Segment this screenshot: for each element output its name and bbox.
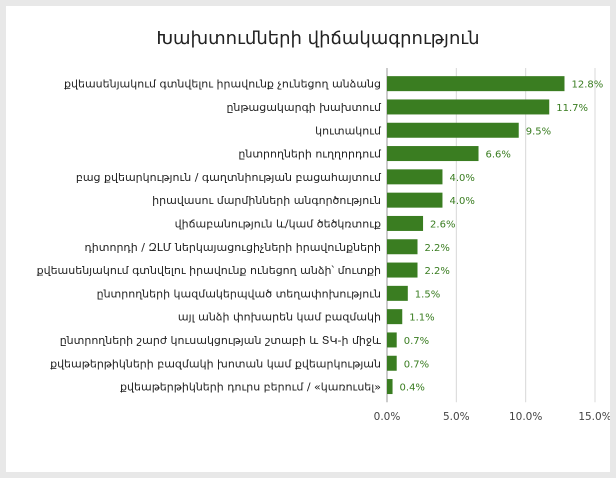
bar [387, 76, 565, 92]
value-label: 6.6% [486, 150, 511, 161]
bar [387, 146, 479, 162]
category-label: քվեասենյակում գտնվելու իրավունք ունեցող … [37, 264, 381, 277]
chart-card: Խախտումների վիճակագրություն քվեասենյակու… [6, 6, 610, 472]
category-label: բաց քվեարկություն / գաղտնիության բացահայ… [76, 171, 382, 184]
value-label: 11.7% [556, 103, 588, 114]
category-label: քվեասենյակում գտնվելու իրավունք չունեցող… [64, 78, 381, 91]
value-label: 1.5% [415, 289, 440, 300]
bar [387, 99, 550, 115]
category-label: ընտրողների կազմակերպված տեղափոխություն [97, 287, 381, 300]
bar [387, 379, 393, 395]
value-label: 2.6% [430, 219, 455, 230]
x-tick-label: 10.0% [509, 411, 542, 423]
category-label: իրավասու մարմինների անգործություն [152, 194, 381, 207]
x-tick-label: 0.0% [374, 411, 401, 423]
x-axis-ticks: 0.0% 5.0% 10.0% 15.0% [374, 411, 610, 423]
value-label: 12.8% [571, 80, 603, 91]
bar [387, 355, 397, 371]
bar [387, 239, 418, 255]
bar [387, 285, 408, 301]
value-label: 2.2% [425, 266, 450, 277]
value-label: 9.5% [526, 126, 551, 137]
bar [387, 122, 519, 138]
value-label: 0.4% [400, 383, 425, 394]
gridlines [386, 68, 596, 403]
category-label: վիճաբանություն և/կամ ծեծկռտուք [175, 217, 381, 230]
category-labels: քվեասենյակում գտնվելու իրավունք չունեցող… [37, 78, 382, 394]
bar [387, 309, 403, 325]
bar [387, 192, 443, 208]
category-label: քվեաթերթիկների դուրս բերում / «կառուսել» [120, 381, 381, 394]
value-label: 0.7% [404, 359, 429, 370]
x-tick-label: 15.0% [578, 411, 610, 423]
value-labels: 12.8% 11.7% 9.5% 6.6% 4.0% 4.0% 2.6% 2.2% 2.2% 1.… [400, 80, 604, 394]
bar [387, 215, 424, 231]
category-label: այլ անձի փոխարեն կամ բազմակի [178, 311, 381, 324]
value-label: 0.7% [404, 336, 429, 347]
category-label: դիտորդի / ԶԼՄ ներկայացուցիչների իրավունք… [85, 241, 382, 254]
bar [387, 169, 443, 185]
category-label: ընթացակարգի խախտում [226, 101, 382, 114]
x-tick-label: 5.0% [443, 411, 470, 423]
bar-chart: Խախտումների վիճակագրություն քվեասենյակու… [37, 28, 610, 423]
value-label: 1.1% [409, 313, 434, 324]
bar [387, 262, 418, 278]
bar [387, 332, 397, 348]
value-label: 4.0% [449, 173, 474, 184]
bars [387, 76, 565, 395]
category-label: ընտրողների շարժ կուսակցության շտաբի և ՏԿ… [60, 334, 381, 347]
value-label: 4.0% [449, 196, 474, 207]
chart-title: Խախտումների վիճակագրություն [156, 28, 479, 49]
category-label: քվեաթերթիկների բազմակի խոտան կամ քվեարկո… [50, 357, 381, 370]
value-label: 2.2% [425, 243, 450, 254]
category-label: կուտակում [315, 124, 382, 137]
category-label: ընտրողների ուղղորդում [238, 148, 382, 161]
